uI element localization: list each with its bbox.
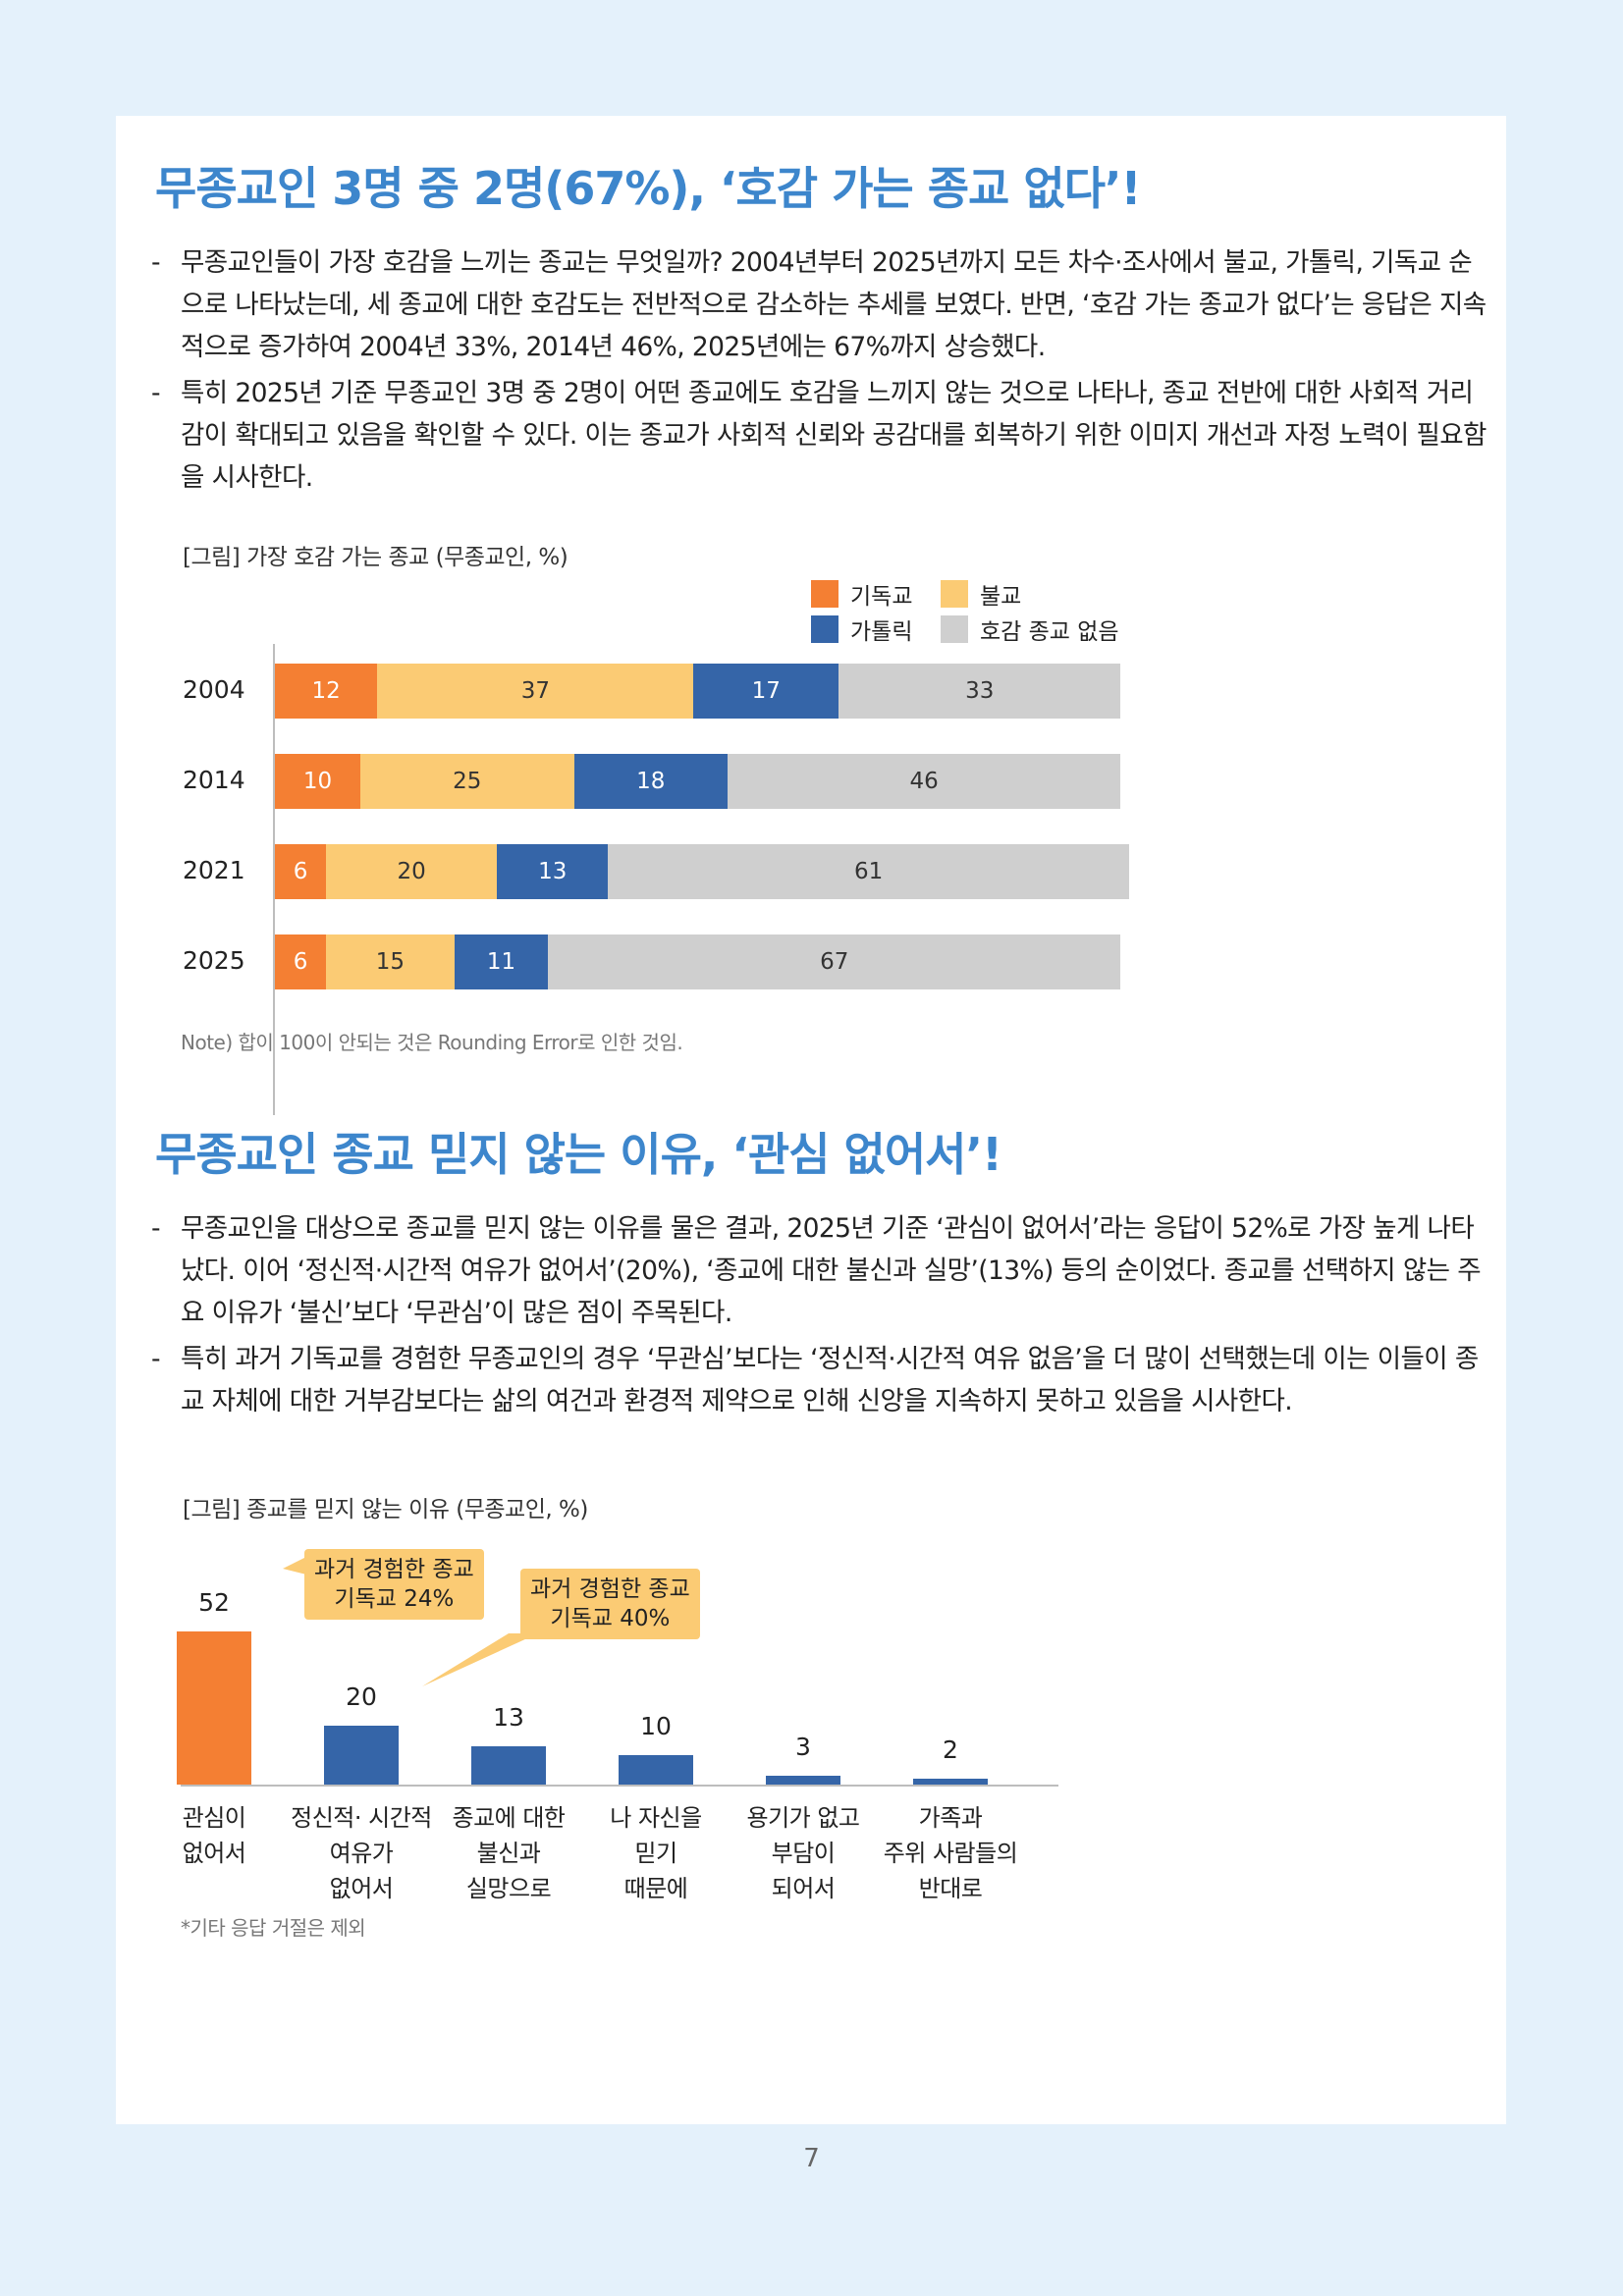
bar-segment: 46: [728, 754, 1121, 809]
year-label: 2025: [183, 946, 245, 975]
callout-pointer: [422, 1633, 538, 1686]
callout-christian-40: 과거 경험한 종교 기독교 40%: [520, 1569, 700, 1639]
data-label: 10: [640, 1712, 672, 1740]
x-tick-label-line: 때문에: [623, 1875, 688, 1902]
stacked-bar: 12 37 17 33: [275, 664, 1121, 719]
bar-segment: 11: [454, 934, 549, 989]
callout-line: 과거 경험한 종교: [314, 1557, 474, 1582]
bar-segment: 17: [693, 664, 839, 719]
figure1-note: Note) 합이 100이 안되는 것은 Rounding Error로 인한 …: [181, 1031, 683, 1054]
list-item: - 특히 과거 기독교를 경험한 무종교인의 경우 ‘무관심’보다는 ‘정신적·시…: [151, 1344, 1479, 1416]
bar-segment: 20: [326, 844, 498, 899]
bar: [913, 1779, 988, 1785]
x-tick-label-line: 없어서: [182, 1840, 246, 1867]
bar-segment: 12: [275, 664, 378, 719]
callout-christian-24: 과거 경험한 종교 기독교 24%: [304, 1549, 484, 1620]
legend-item: 불교: [941, 577, 1021, 611]
x-axis-line: [181, 1785, 1058, 1787]
bar-segment: 18: [573, 754, 729, 809]
data-label: 3: [795, 1733, 811, 1761]
x-tick-label-line: 정신적· 시간적: [291, 1804, 432, 1832]
x-tick-label-line: 관심이: [182, 1804, 246, 1832]
data-label: 2: [943, 1735, 958, 1764]
figure1-axis: [273, 644, 275, 1115]
bar-segment: 6: [275, 844, 327, 899]
x-tick-label-line: 실망으로: [465, 1875, 552, 1902]
figure2-caption: [그림] 종교를 믿지 않는 이유 (무종교인, %): [183, 1497, 588, 1522]
content-card: 무종교인 3명 중 2명(67%), ‘호감 가는 종교 없다’! - 무종교인들…: [116, 116, 1506, 2124]
legend-swatch: [941, 615, 968, 643]
data-label: 20: [346, 1682, 377, 1711]
legend-item: 호감 종교 없음: [941, 613, 1119, 646]
legend-swatch: [811, 580, 839, 608]
bar: [177, 1631, 251, 1785]
bar-segment: 67: [548, 934, 1121, 989]
figure1-caption: [그림] 가장 호감 가는 종교 (무종교인, %): [183, 545, 568, 570]
x-tick-label-line: 믿기: [634, 1840, 677, 1867]
x-tick-label-line: 불신과: [476, 1840, 541, 1867]
stacked-bar: 10 25 18 46: [275, 754, 1121, 809]
x-tick-label-line: 반대로: [918, 1875, 983, 1902]
year-label: 2021: [183, 856, 245, 884]
x-tick-label-line: 나 자신을: [610, 1804, 702, 1832]
year-label: 2004: [183, 675, 245, 704]
bar: [324, 1726, 399, 1785]
bar-segment: 10: [275, 754, 360, 809]
bar: [766, 1776, 840, 1785]
callout-line: 기독교 24%: [334, 1586, 455, 1612]
figure2-note: *기타 응답 거절은 제외: [181, 1916, 366, 1940]
bar: [471, 1746, 546, 1785]
bar-segment: 25: [360, 754, 574, 809]
bar-segment: 6: [275, 934, 327, 989]
x-tick-label-line: 없어서: [329, 1875, 394, 1902]
bar-segment: 37: [377, 664, 694, 719]
x-tick-label-line: 가족과: [918, 1804, 983, 1832]
list-item: - 무종교인들이 가장 호감을 느끼는 종교는 무엇일까? 2004년부터 202…: [151, 247, 1487, 362]
legend-item: 가톨릭: [811, 613, 912, 646]
legend-label: 가톨릭: [850, 619, 913, 645]
data-label: 13: [493, 1703, 524, 1732]
x-tick-label-line: 종교에 대한: [452, 1804, 566, 1832]
legend-label: 불교: [980, 584, 1022, 610]
legend-swatch: [941, 580, 968, 608]
bar-segment: 61: [608, 844, 1129, 899]
x-tick-label-line: 되어서: [771, 1875, 836, 1902]
list-item: - 무종교인을 대상으로 종교를 믿지 않는 이유를 물은 결과, 2025년 기…: [151, 1213, 1482, 1328]
callout-pointer: [283, 1557, 306, 1575]
stacked-bar: 6 15 11 67: [275, 934, 1121, 989]
legend-item: 기독교: [811, 577, 912, 611]
legend-label: 기독교: [850, 584, 913, 610]
legend-swatch: [811, 615, 839, 643]
section1-title: 무종교인 3명 중 2명(67%), ‘호감 가는 종교 없다’!: [155, 162, 1141, 215]
x-tick-label-line: 여유가: [329, 1840, 394, 1867]
section1-bullets: - 무종교인들이 가장 호감을 느끼는 종교는 무엇일까? 2004년부터 202…: [151, 241, 1487, 503]
data-label: 52: [198, 1588, 230, 1617]
bar-segment: 33: [839, 664, 1121, 719]
bar: [619, 1755, 693, 1785]
x-tick-label-line: 주위 사람들의: [883, 1840, 1018, 1867]
bar-segment: 13: [497, 844, 609, 899]
page-number: 7: [803, 2144, 820, 2173]
section2-title: 무종교인 종교 믿지 않는 이유, ‘관심 없어서’!: [155, 1128, 1002, 1181]
bar-segment: 15: [326, 934, 455, 989]
legend-label: 호감 종교 없음: [980, 619, 1119, 645]
callout-line: 기독교 40%: [550, 1606, 671, 1631]
list-item: - 특히 2025년 기준 무종교인 3명 중 2명이 어떤 종교에도 호감을 느…: [151, 378, 1487, 493]
stacked-bar: 6 20 13 61: [275, 844, 1129, 899]
year-label: 2014: [183, 766, 245, 794]
section2-bullets: - 무종교인을 대상으로 종교를 믿지 않는 이유를 물은 결과, 2025년 기…: [151, 1207, 1487, 1426]
x-tick-label-line: 부담이: [771, 1840, 836, 1867]
callout-line: 과거 경험한 종교: [530, 1576, 690, 1602]
x-tick-label-line: 용기가 없고: [746, 1804, 860, 1832]
